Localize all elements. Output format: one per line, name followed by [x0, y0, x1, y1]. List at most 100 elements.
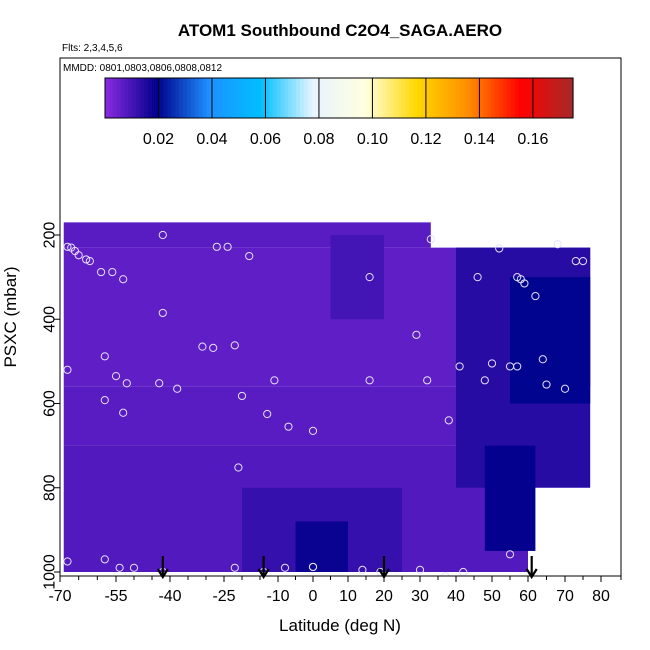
colorbar-segment: [440, 78, 445, 118]
x-tick-label: 80: [592, 588, 610, 605]
sample-point: [284, 422, 293, 431]
sample-point: [542, 380, 551, 389]
colorbar-segment: [147, 78, 153, 118]
colorbar-segment: [307, 78, 313, 118]
colorbar-tick-label: 0.08: [303, 131, 334, 148]
plot-frame: [59, 57, 622, 577]
sample-point: [230, 563, 239, 572]
colorbar-segment: [268, 78, 274, 118]
colorbar-segment: [233, 78, 239, 118]
colorbar-segment: [315, 78, 321, 118]
sample-point: [119, 408, 128, 417]
colorbar-segment: [167, 78, 172, 118]
colorbar-segment: [163, 78, 168, 118]
x-tick-label: 40: [447, 588, 465, 605]
sample-point: [441, 572, 450, 576]
flight-arrow-head: [525, 568, 538, 580]
colorbar-segment: [456, 78, 461, 118]
colorbar-segment: [237, 78, 243, 118]
colorbar-segment: [424, 78, 430, 118]
colorbar-segment: [358, 78, 363, 118]
colorbar-segment: [381, 78, 387, 118]
x-tick-label: 0: [309, 588, 318, 605]
colorbar-segment: [144, 78, 149, 118]
field-region: [510, 277, 591, 404]
colorbar-segment: [534, 78, 539, 118]
colorbar-segment: [432, 78, 438, 118]
colorbar-segment: [175, 78, 180, 118]
colorbar-segment: [331, 78, 336, 118]
colorbar-tick-label: 0.12: [410, 131, 441, 148]
sample-point: [505, 550, 515, 559]
colorbar-segment: [257, 78, 262, 118]
sample-point: [560, 384, 570, 393]
sample-point: [63, 365, 72, 374]
colorbar-segment: [128, 78, 133, 118]
colorbar-segment: [530, 78, 535, 118]
x-axis-title: Latitude (deg N): [279, 616, 401, 635]
colorbar-tick-label: 0.10: [357, 131, 388, 148]
colorbar-segment: [495, 78, 500, 118]
colorbar-segment: [393, 78, 399, 118]
y-axis-title: PSXC (mbar): [1, 266, 20, 367]
colorbar-segment: [202, 78, 207, 118]
colorbar-segment: [475, 78, 480, 118]
x-tick-label: -40: [158, 588, 181, 605]
colorbar-segment: [436, 78, 441, 118]
colorbar-segment: [264, 78, 270, 118]
colorbar-segment: [140, 78, 145, 118]
sample-point: [513, 362, 522, 371]
sample-point: [280, 563, 290, 572]
colorbar-segment: [537, 78, 543, 118]
colorbar-segment: [401, 78, 406, 118]
colorbar-segment: [210, 78, 215, 118]
colorbar-segment: [510, 78, 516, 118]
colorbar-segment: [190, 78, 196, 118]
colorbar-segment: [183, 78, 188, 118]
colorbar-segment: [335, 78, 340, 118]
colorbar-segment: [253, 78, 258, 118]
colorbar-segment: [194, 78, 200, 118]
x-tick-label: 30: [411, 588, 429, 605]
colorbar-tick-label: 0.04: [196, 131, 227, 148]
colorbar-segment: [385, 78, 391, 118]
sample-point: [155, 379, 164, 388]
colorbar-segment: [132, 78, 137, 118]
field-region: [484, 445, 536, 551]
sample-point: [96, 267, 106, 277]
sample-point: [473, 273, 482, 282]
colorbar-segment: [518, 78, 523, 118]
colorbar-segment: [502, 78, 508, 118]
colorbar-segment: [136, 78, 141, 118]
sample-point: [415, 565, 425, 574]
sample-point: [230, 341, 239, 350]
colorbar-segment: [311, 78, 317, 118]
y-tick-label: 600: [42, 390, 59, 417]
colorbar-segment: [206, 78, 211, 118]
colorbar-segment: [179, 78, 184, 118]
x-tick-label: 70: [556, 588, 574, 605]
colorbar-segment: [342, 78, 348, 118]
colorbar-segment: [397, 78, 402, 118]
sample-point: [308, 426, 318, 435]
colorbar-segment: [171, 78, 176, 118]
field-region: [295, 521, 348, 572]
colorbar-segment: [261, 78, 266, 118]
y-axis: 200 400 600 800 1000: [42, 222, 60, 590]
sample-point: [63, 242, 72, 251]
x-tick-label: 60: [519, 588, 537, 605]
colorbar-segment: [276, 78, 282, 118]
colorbar-segment: [565, 78, 570, 118]
colorbar-segment: [463, 78, 469, 118]
flight-arrows: [156, 556, 538, 580]
colorbar-segment: [229, 78, 235, 118]
colorbar-segment: [417, 78, 422, 118]
sample-point: [358, 565, 367, 574]
colorbar-segment: [506, 78, 512, 118]
colorbar-segment: [378, 78, 383, 118]
colorbar-segment: [362, 78, 367, 118]
colorbar: 0.02 0.04 0.06 0.08 0.10 0.12 0.14 0.16: [104, 77, 574, 148]
sample-point: [100, 396, 109, 405]
x-tick-label: 50: [483, 588, 501, 605]
